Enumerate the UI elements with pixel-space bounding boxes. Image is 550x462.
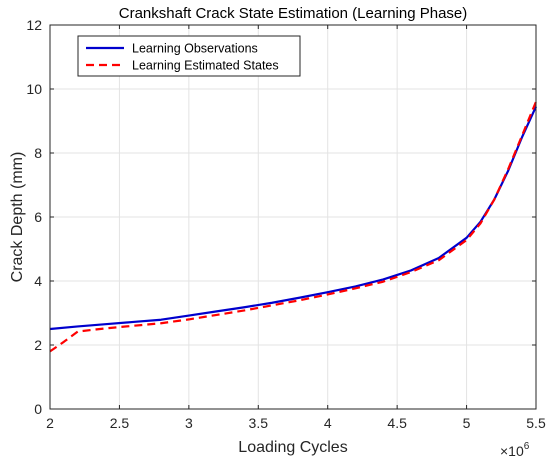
x-tick-label: 4 — [324, 415, 332, 431]
y-tick-label: 0 — [34, 401, 42, 417]
y-tick-label: 2 — [34, 337, 42, 353]
x-tick-label: 3 — [185, 415, 193, 431]
y-tick-label: 4 — [34, 273, 42, 289]
y-tick-label: 8 — [34, 145, 42, 161]
x-tick-label: 5.5 — [526, 415, 546, 431]
x-tick-label: 2.5 — [110, 415, 130, 431]
series-line-1 — [49, 106, 538, 331]
y-tick-label: 6 — [34, 209, 42, 225]
x-axis-title: Loading Cycles — [238, 439, 347, 456]
legend-label-2: Learning Estimated States — [132, 59, 279, 73]
x-tick-label: 3.5 — [249, 415, 269, 431]
x-tick-label: 5 — [463, 415, 471, 431]
x-tick-label: 4.5 — [387, 415, 407, 431]
chart-title: Crankshaft Crack State Estimation (Learn… — [119, 5, 468, 22]
series-layer — [49, 101, 538, 353]
legend-box — [77, 35, 301, 77]
x-tick-label: 2 — [46, 415, 54, 431]
legend: Learning Observations Learning Estimated … — [77, 35, 301, 77]
series-line-2 — [49, 101, 538, 353]
y-axis-title: Crack Depth (mm) — [9, 152, 26, 283]
y-tick-label: 10 — [26, 81, 42, 97]
x-axis-exponent: ×106 — [500, 441, 530, 459]
y-tick-label: 12 — [26, 17, 42, 33]
legend-label-1: Learning Observations — [132, 42, 258, 56]
